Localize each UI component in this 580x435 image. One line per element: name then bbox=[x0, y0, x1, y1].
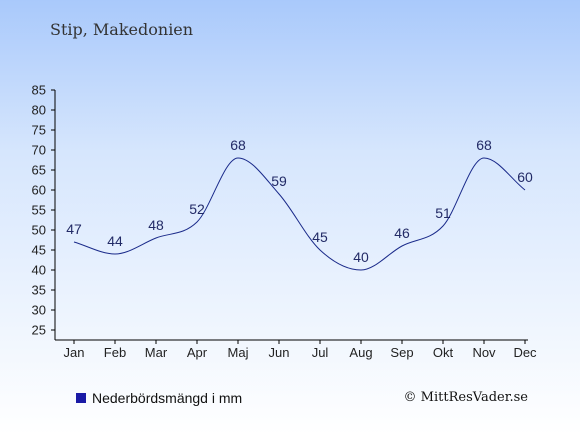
x-tick-label: Mar bbox=[145, 345, 168, 360]
data-label: 52 bbox=[189, 201, 205, 217]
x-tick-label: Feb bbox=[104, 345, 126, 360]
x-tick-label: Nov bbox=[472, 345, 496, 360]
x-tick-label: Jan bbox=[64, 345, 85, 360]
y-tick-label: 50 bbox=[32, 223, 46, 238]
legend: Nederbördsmängd i mm bbox=[76, 390, 242, 406]
x-tick-label: Jul bbox=[312, 345, 329, 360]
data-label: 44 bbox=[107, 233, 123, 249]
y-tick-label: 35 bbox=[32, 283, 46, 298]
y-tick-label: 65 bbox=[32, 163, 46, 178]
x-tick-label: Jun bbox=[269, 345, 290, 360]
copyright-text: © MittResVader.se bbox=[403, 390, 528, 405]
y-tick-label: 45 bbox=[32, 243, 46, 258]
y-tick-label: 85 bbox=[32, 83, 46, 98]
data-label: 40 bbox=[353, 249, 369, 265]
data-label: 60 bbox=[517, 169, 533, 185]
y-tick-label: 25 bbox=[32, 323, 46, 338]
data-label: 46 bbox=[394, 225, 410, 241]
y-tick-label: 55 bbox=[32, 203, 46, 218]
data-label: 48 bbox=[148, 217, 164, 233]
data-label: 68 bbox=[230, 137, 246, 153]
data-label: 45 bbox=[312, 229, 328, 245]
y-tick-label: 60 bbox=[32, 183, 46, 198]
y-tick-label: 30 bbox=[32, 303, 46, 318]
legend-swatch bbox=[76, 393, 86, 403]
series-line bbox=[73, 157, 526, 271]
x-tick-label: Apr bbox=[187, 345, 208, 360]
x-tick-label: Dec bbox=[513, 345, 537, 360]
y-tick-label: 70 bbox=[32, 143, 46, 158]
page-title: Stip, Makedonien bbox=[50, 20, 194, 39]
y-tick-label: 40 bbox=[32, 263, 46, 278]
y-tick-label: 75 bbox=[32, 123, 46, 138]
legend-label: Nederbördsmängd i mm bbox=[92, 390, 243, 406]
data-label: 59 bbox=[271, 173, 287, 189]
x-tick-label: Maj bbox=[228, 345, 249, 360]
x-tick-label: Aug bbox=[349, 345, 372, 360]
x-tick-label: Sep bbox=[390, 345, 413, 360]
data-label: 51 bbox=[435, 205, 451, 221]
x-tick-label: Okt bbox=[433, 345, 454, 360]
data-label: 47 bbox=[66, 221, 82, 237]
data-label: 68 bbox=[476, 137, 492, 153]
y-tick-label: 80 bbox=[32, 103, 46, 118]
